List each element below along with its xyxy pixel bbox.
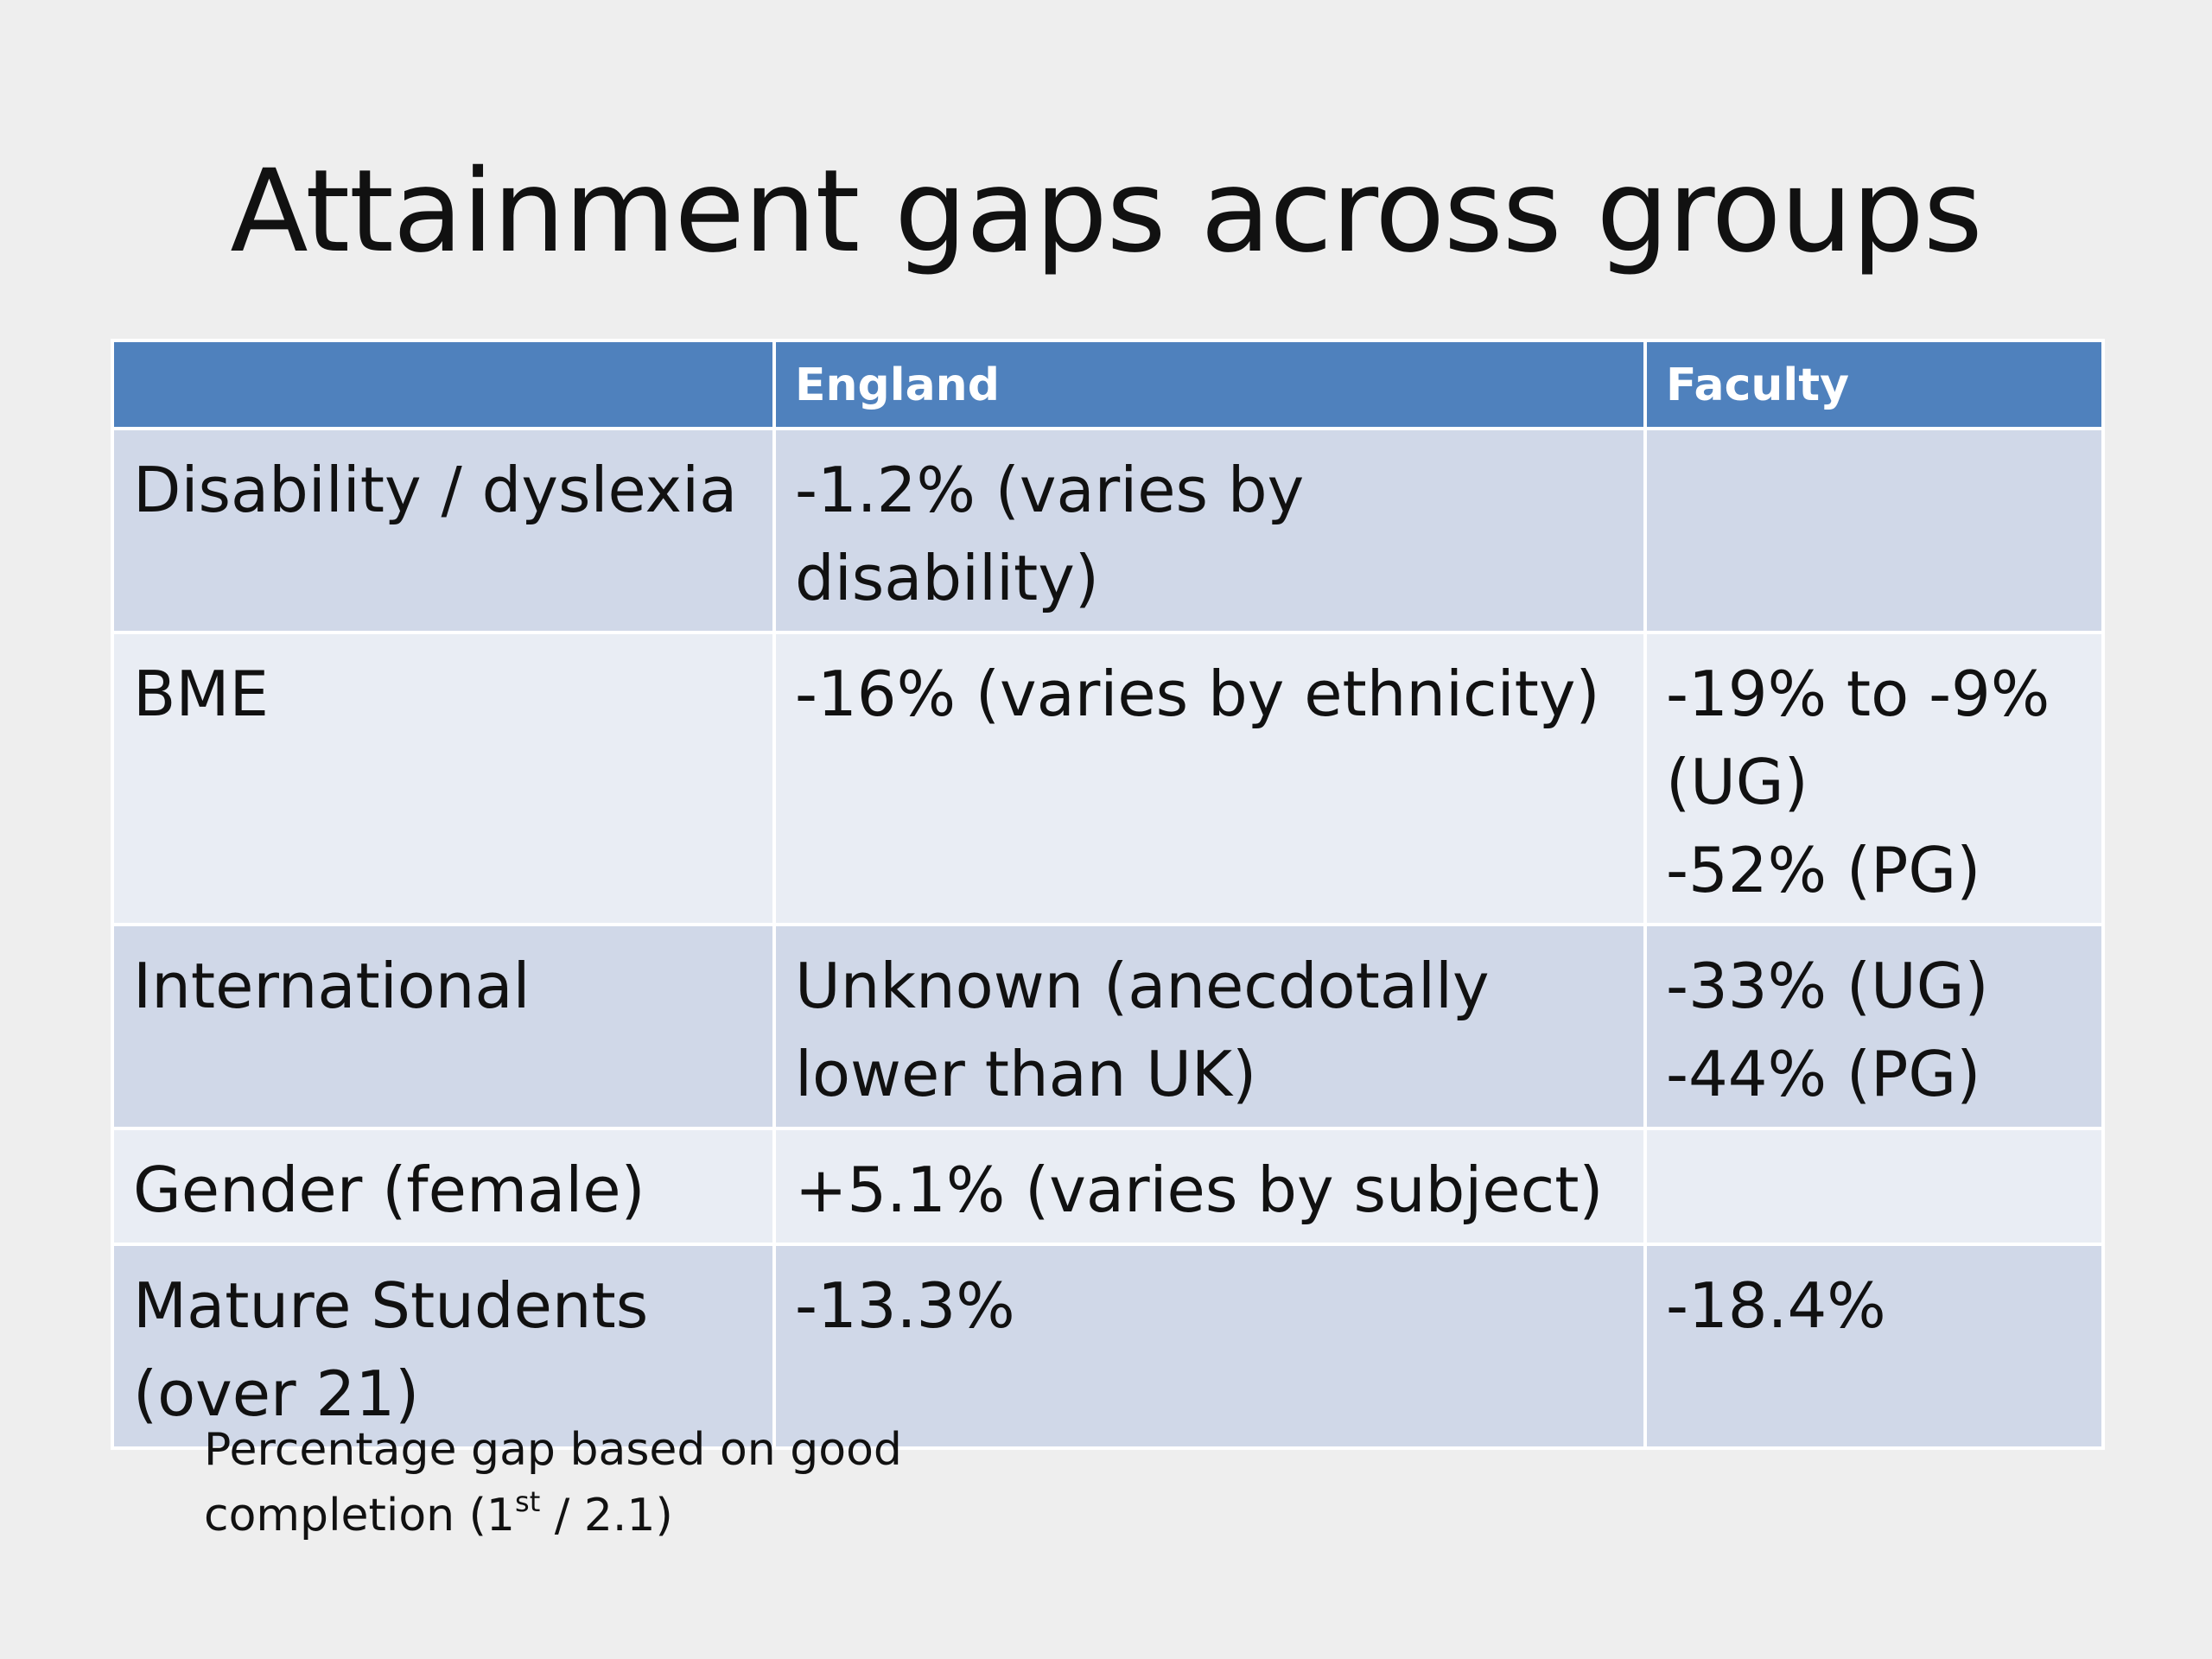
cell-line: Mature Students <box>133 1269 649 1342</box>
cell-line: BME <box>133 658 270 730</box>
header-england: England <box>772 339 1647 430</box>
cell-line: -19% to -9% <box>1666 658 2050 730</box>
faculty-cell <box>1643 1127 2105 1246</box>
cell-line: -52% (PG) <box>1666 834 1981 906</box>
faculty-cell <box>1643 427 2105 634</box>
cell-line: Unknown (anecdotally <box>795 950 1490 1022</box>
england-cell: -13.3% <box>772 1243 1647 1450</box>
cell-line: (UG) <box>1666 746 1808 818</box>
cell-line: -16% (varies by ethnicity) <box>795 658 1600 730</box>
faculty-cell: -18.4% <box>1643 1243 2105 1450</box>
group-cell: Disability / dyslexia <box>111 427 776 634</box>
table-row: Gender (female) +5.1% (varies by subject… <box>111 1127 2105 1246</box>
cell-line: -33% (UG) <box>1666 950 1989 1022</box>
footnote-text-before: completion (1 <box>204 1490 516 1541</box>
faculty-cell: -33% (UG) -44% (PG) <box>1643 923 2105 1130</box>
cell-line: lower than UK) <box>795 1038 1257 1110</box>
england-cell: -1.2% (varies by disability) <box>772 427 1647 634</box>
cell-line: -44% (PG) <box>1666 1038 1981 1110</box>
group-cell: Gender (female) <box>111 1127 776 1246</box>
cell-line: (over 21) <box>133 1357 420 1430</box>
attainment-gap-table: England Faculty Disability / dyslexia -1… <box>111 339 2105 1450</box>
footnote-line-2: completion (1st / 2.1) <box>204 1483 902 1548</box>
england-cell: +5.1% (varies by subject) <box>772 1127 1647 1246</box>
table-row: BME -16% (varies by ethnicity) -19% to -… <box>111 631 2105 926</box>
table-header-row: England Faculty <box>111 339 2105 430</box>
cell-line: -18.4% <box>1666 1269 1886 1342</box>
footnote-text-after: / 2.1) <box>540 1490 673 1541</box>
header-group <box>111 339 776 430</box>
england-cell: Unknown (anecdotally lower than UK) <box>772 923 1647 1130</box>
cell-line: -1.2% (varies by disability) <box>795 454 1305 614</box>
cell-line: Gender (female) <box>133 1154 645 1226</box>
table-row: Disability / dyslexia -1.2% (varies by d… <box>111 427 2105 634</box>
cell-line: +5.1% (varies by subject) <box>795 1154 1604 1226</box>
footnote: Percentage gap based on good completion … <box>204 1417 902 1548</box>
cell-line: Disability / dyslexia <box>133 454 738 526</box>
group-cell: BME <box>111 631 776 926</box>
header-faculty: Faculty <box>1643 339 2105 430</box>
faculty-cell: -19% to -9% (UG) -52% (PG) <box>1643 631 2105 926</box>
footnote-line-1: Percentage gap based on good <box>204 1424 902 1476</box>
cell-line: -13.3% <box>795 1269 1015 1342</box>
slide-title: Attainment gaps across groups <box>230 145 1982 278</box>
table-row: Mature Students (over 21) -13.3% -18.4% <box>111 1243 2105 1450</box>
group-cell: International <box>111 923 776 1130</box>
cell-line: International <box>133 950 531 1022</box>
table-row: International Unknown (anecdotally lower… <box>111 923 2105 1130</box>
england-cell: -16% (varies by ethnicity) <box>772 631 1647 926</box>
group-cell: Mature Students (over 21) <box>111 1243 776 1450</box>
footnote-superscript: st <box>515 1485 541 1518</box>
